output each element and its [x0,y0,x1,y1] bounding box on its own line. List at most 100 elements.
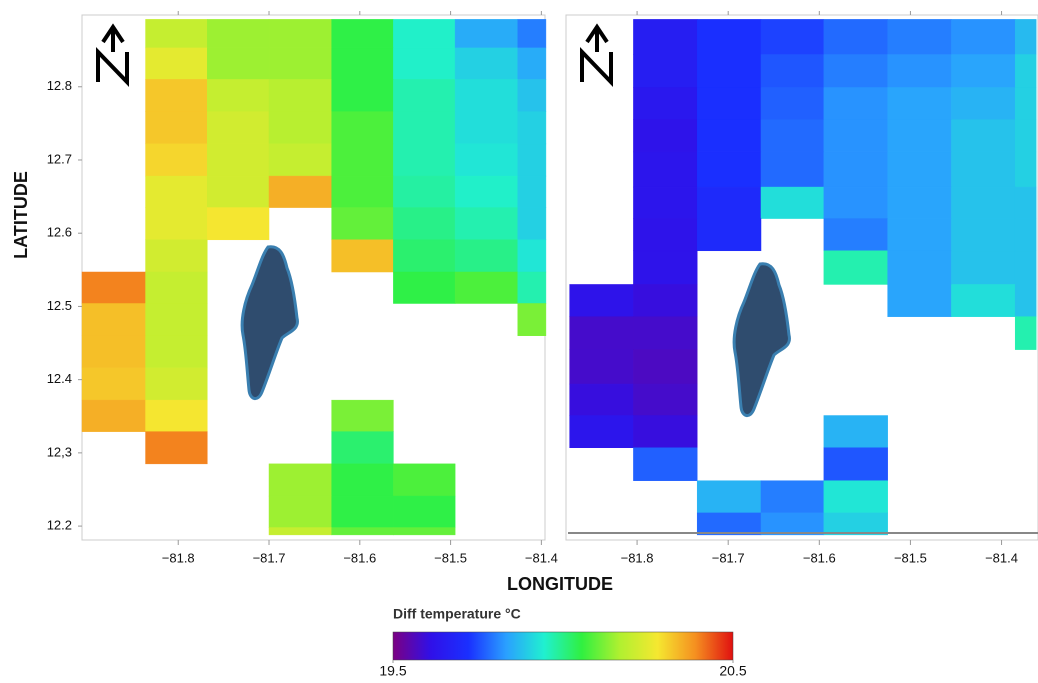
heatmap-cell [207,19,270,49]
map-decorations [96,23,1038,534]
y-tick-label: 12.4 [47,371,72,386]
heatmap-cell [887,87,952,120]
heatmap-cell [81,367,146,401]
heatmap-cell [145,303,208,336]
heatmap-cell [393,207,456,241]
heatmap-cell [823,151,888,188]
x-tick-label: −81.8 [621,550,654,565]
heatmap-cell [393,271,456,304]
heatmap-cell [331,111,394,145]
heatmap-cell [760,54,825,88]
island [240,245,299,400]
heatmap-cell [268,47,332,80]
heatmap-cell [760,19,825,55]
heatmap-cell [823,480,888,514]
heatmap-cell [823,512,888,536]
heatmap-cell [1014,87,1037,120]
heatmap-cell [633,447,698,481]
x-tick-label: −81.8 [162,550,195,565]
x-tick-label: −81.7 [712,550,745,565]
heatmap-cell [633,316,698,350]
heatmap-cell [823,119,888,153]
heatmap-cell [696,151,762,188]
heatmap-cell [331,47,394,80]
heatmap-cell [393,143,456,177]
heatmap-cell [207,79,270,112]
heatmap-cell [331,495,394,528]
heatmap-cell [268,527,332,536]
heatmap-cell [887,250,952,285]
panel-frame [565,14,1038,541]
y-tick-label: 12.6 [47,225,72,240]
heatmap-cell [393,79,456,112]
heatmap-cell [145,367,208,401]
heatmap-cell [951,119,1016,153]
heatmap-cell [633,415,698,448]
north-arrow [96,23,129,87]
heatmap-cell [1014,19,1037,55]
heatmap-cell [331,143,394,177]
heatmap-cell [887,284,952,317]
heatmap-cell [331,463,394,497]
heatmap-cell [951,19,1016,55]
heatmap-cell [145,335,208,369]
heatmap-cell [696,87,762,120]
y-tick-label: 12,3 [47,444,72,459]
heatmap-cell [633,284,698,317]
heatmap-cell [823,19,888,55]
map-panel: −81.8 −81.7 −81.6 −81.5 −81.4 [565,11,1038,565]
heatmap-cell [517,47,547,80]
heatmap-cell [951,87,1016,120]
heatmap-cell [331,175,394,208]
heatmap-cell [1014,284,1037,317]
heatmap-cell [207,143,270,177]
heatmap-cell [393,495,456,528]
heatmap-cell [454,271,519,304]
heatmap-cell [887,186,952,219]
heatmap-cell [268,143,332,177]
heatmap-cell [1014,218,1037,252]
heatmap-cell [1014,250,1037,285]
heatmap-cell [145,207,208,241]
heatmap-cell [760,480,825,514]
heatmap-cell [569,316,634,350]
heatmap-cell [331,431,394,465]
x-tick-label: −81.7 [253,550,286,565]
heatmap-cell [633,218,698,252]
heatmap-cell [633,119,698,153]
heatmap-cell [331,79,394,112]
heatmap-cell [393,111,456,145]
heatmap-cell [633,250,698,285]
heatmap-cell [517,19,547,49]
heatmap-cell [393,175,456,208]
heatmap-cell [760,151,825,188]
heatmap-cell [517,303,547,336]
heatmap-cell [633,186,698,219]
heatmap-cell [633,87,698,120]
heatmap-cell [268,111,332,145]
heatmap-cell [81,303,146,336]
heatmap-cell [887,151,952,188]
heatmap-cell [145,399,208,432]
heatmap-cell [696,480,762,514]
x-tick-label: −81.5 [894,550,927,565]
heatmap-cell [696,512,762,536]
heatmap-cell [823,250,888,285]
heatmap-cell [331,527,394,536]
heatmap-cell [207,111,270,145]
heatmap-cell [569,383,634,416]
heatmap-cell [331,19,394,49]
heatmap-cell [454,239,519,273]
heatmap-cell [268,495,332,528]
heatmap-cell [393,47,456,80]
heatmap-cell [454,111,519,145]
heatmap-cell [517,207,547,241]
heatmap-cell [823,447,888,481]
heatmap-cell [268,79,332,112]
x-axis-label: LONGITUDE [507,574,613,594]
heatmap-cell [331,207,394,241]
heatmap-cell [633,19,698,55]
heatmap-cell [454,19,519,49]
heatmap-cell [517,79,547,112]
heatmap-cell [887,218,952,252]
